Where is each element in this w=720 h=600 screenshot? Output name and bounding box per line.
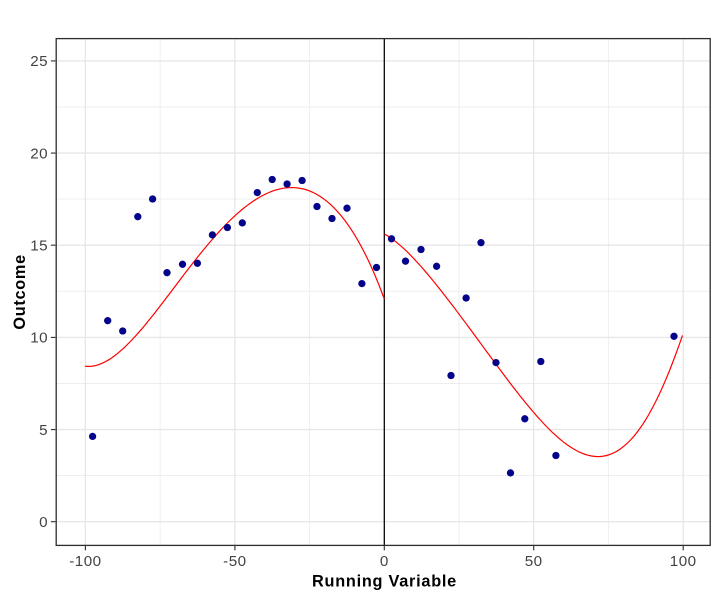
svg-text:-100: -100 <box>69 553 101 570</box>
svg-text:0: 0 <box>380 553 389 570</box>
svg-text:0: 0 <box>39 514 48 531</box>
svg-text:Running Variable: Running Variable <box>312 573 457 591</box>
svg-text:50: 50 <box>525 553 543 570</box>
svg-text:15: 15 <box>30 238 48 255</box>
svg-text:-50: -50 <box>223 553 246 570</box>
svg-text:10: 10 <box>30 330 48 347</box>
svg-text:Outcome: Outcome <box>11 254 29 329</box>
svg-text:25: 25 <box>30 53 48 70</box>
svg-text:20: 20 <box>30 145 48 162</box>
svg-text:5: 5 <box>39 422 48 439</box>
svg-text:100: 100 <box>670 553 697 570</box>
